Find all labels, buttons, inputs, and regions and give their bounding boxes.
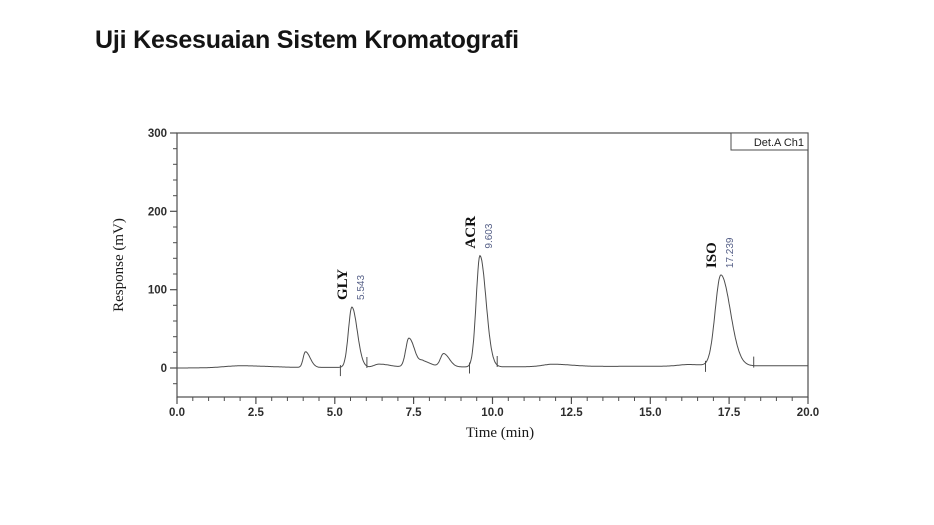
- peak-name-label: ACR: [463, 216, 479, 249]
- x-tick-label: 17.5: [718, 407, 741, 419]
- y-tick-label: 200: [148, 206, 167, 218]
- x-tick-label: 7.5: [406, 407, 423, 419]
- chromatogram-trace: [177, 254, 809, 369]
- retention-time-label: 5.543: [356, 275, 367, 300]
- x-tick-label: 2.5: [248, 407, 265, 419]
- y-tick-label: 0: [161, 363, 167, 375]
- x-tick-label: 5.0: [327, 407, 343, 419]
- y-axis-title: Response (mV): [111, 218, 127, 312]
- peak-name-label: GLY: [335, 269, 351, 300]
- retention-time-label: 9.603: [484, 223, 495, 248]
- x-tick-label: 10.0: [481, 407, 503, 419]
- x-tick-label: 15.0: [639, 407, 661, 419]
- detector-label-box: [730, 132, 809, 151]
- y-tick-label: 300: [148, 128, 167, 140]
- y-tick-label: 100: [148, 285, 167, 297]
- retention-time-label: 17.239: [725, 237, 736, 268]
- page-title: Uji Kesesuaian Sistem Kromatografi: [95, 26, 519, 54]
- peak-name-label: ISO: [704, 242, 720, 268]
- x-tick-label: 20.0: [797, 407, 819, 419]
- detector-label: Det.A Ch1: [754, 137, 804, 149]
- x-tick-label: 0.0: [169, 407, 185, 419]
- x-tick-label: 12.5: [560, 407, 583, 419]
- x-axis-title: Time (min): [466, 425, 534, 441]
